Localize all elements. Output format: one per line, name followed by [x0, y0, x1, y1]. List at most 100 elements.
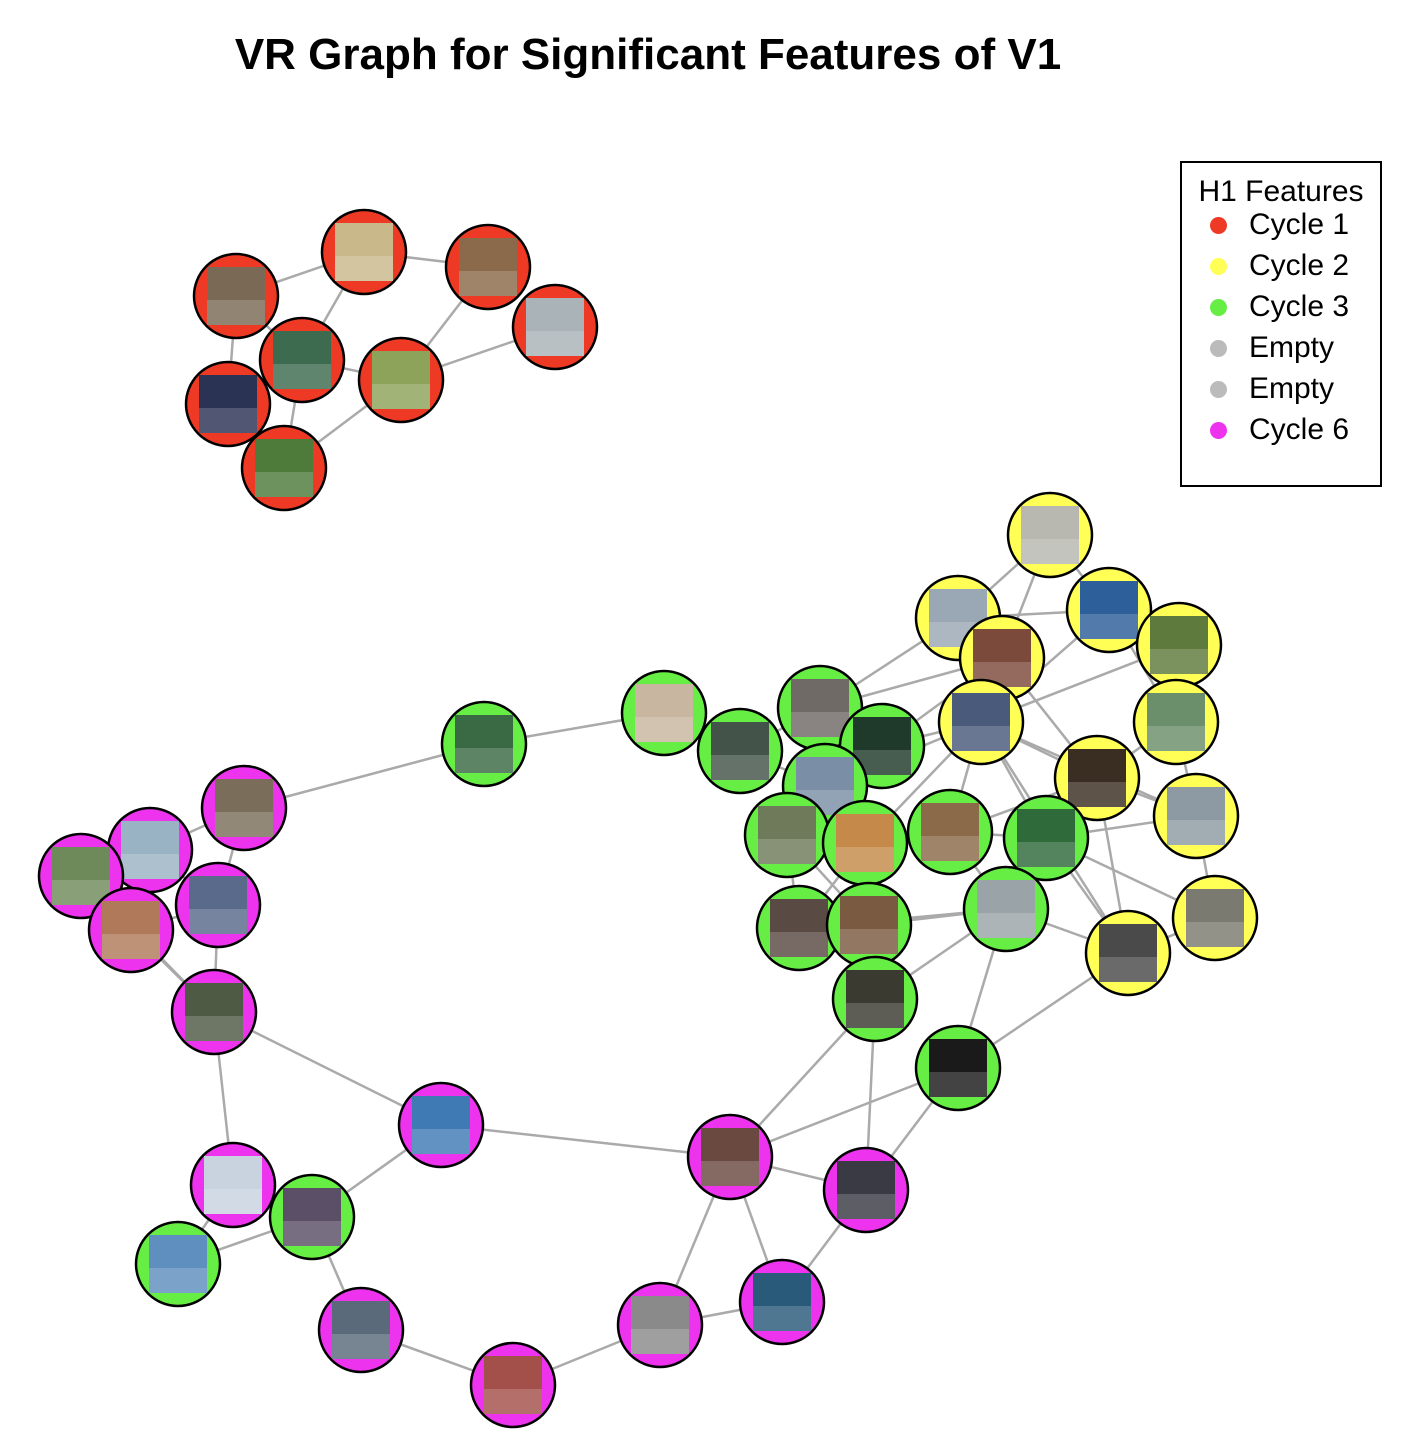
node-thumbnail-shade [335, 256, 393, 281]
node-thumbnail-image [973, 629, 1031, 687]
graph-node [620, 669, 708, 757]
node-thumbnail-image [701, 1128, 759, 1186]
legend-item: Empty [1210, 331, 1334, 365]
node-thumbnail-shade [758, 839, 816, 864]
node-thumbnail-shade [255, 472, 313, 497]
node-thumbnail-image [1167, 787, 1225, 845]
node-thumbnail-shade [837, 1194, 895, 1219]
graph-node [134, 1220, 222, 1308]
graph-node [738, 1258, 826, 1346]
node-thumbnail-image [185, 983, 243, 1041]
node-thumbnail-shade [199, 408, 257, 433]
legend: H1 Features Cycle 1 Cycle 2 Cycle 3 Empt… [1180, 161, 1382, 487]
legend-dot [1210, 421, 1227, 439]
graph-node [1053, 734, 1141, 822]
node-thumbnail-shade [189, 909, 247, 934]
graph-node [1006, 491, 1094, 579]
graph-node [906, 788, 994, 876]
node-thumbnail-shade [1147, 726, 1205, 751]
node-thumbnail-shade [921, 836, 979, 861]
graph-node [1002, 794, 1090, 882]
graph-node [776, 664, 864, 752]
node-thumbnail-image [255, 439, 313, 497]
node-thumbnail-shade [526, 331, 584, 356]
graph-node [106, 806, 194, 894]
graph-node [192, 252, 280, 340]
node-thumbnail-image [207, 267, 265, 325]
node-thumbnail-image [1021, 506, 1079, 564]
node-thumbnail-shade [770, 932, 828, 957]
node-thumbnail-shade [1021, 539, 1079, 564]
node-thumbnail-shade [215, 812, 273, 837]
node-thumbnail-image [977, 880, 1035, 938]
legend-label: Cycle 6 [1249, 413, 1350, 446]
graph-node [320, 208, 408, 296]
legend-dot [1210, 257, 1227, 275]
node-thumbnail-shade [977, 913, 1035, 938]
graph-edge [440, 1123, 731, 1159]
node-thumbnail-shade [372, 384, 430, 409]
node-thumbnail-shade [635, 717, 693, 742]
node-thumbnail-shade [1080, 614, 1138, 639]
graph-node [937, 678, 1025, 766]
graph-node [1171, 874, 1259, 962]
graph-node [170, 968, 258, 1056]
legend-dot [1210, 298, 1227, 316]
legend-label: Cycle 3 [1249, 290, 1350, 323]
legend-label: Empty [1249, 372, 1335, 405]
node-thumbnail-image [52, 847, 110, 905]
node-thumbnail-image [1017, 809, 1075, 867]
node-thumbnail-shade [102, 934, 160, 959]
graph-node [184, 360, 272, 448]
node-thumbnail-image [1080, 581, 1138, 639]
node-thumbnail-shade [149, 1268, 207, 1293]
node-thumbnail-image [149, 1235, 207, 1293]
node-thumbnail-shade [791, 712, 849, 737]
node-thumbnail-image [459, 238, 517, 296]
graph-node [357, 336, 445, 424]
node-thumbnail-image [840, 896, 898, 954]
node-thumbnail-image [921, 803, 979, 861]
node-thumbnail-image [189, 876, 247, 934]
graph-node [189, 1141, 277, 1229]
legend-label: Cycle 2 [1249, 249, 1350, 282]
node-thumbnail-image [372, 351, 430, 409]
node-thumbnail-shade [273, 364, 331, 389]
legend-item: Cycle 3 [1210, 290, 1349, 324]
graph-node [1135, 601, 1223, 689]
node-thumbnail-shade [1167, 820, 1225, 845]
node-thumbnail-image [412, 1096, 470, 1154]
node-thumbnail-shade [185, 1016, 243, 1041]
graph-node [822, 1146, 910, 1234]
node-thumbnail-image [121, 821, 179, 879]
node-thumbnail-shade [283, 1221, 341, 1246]
node-thumbnail-image [332, 1301, 390, 1359]
node-thumbnail-image [837, 1161, 895, 1219]
node-thumbnail-shade [631, 1329, 689, 1354]
legend-item: Empty [1210, 372, 1334, 406]
graph-node [469, 1341, 557, 1429]
legend-dot [1210, 380, 1227, 398]
graph-node [258, 316, 346, 404]
graph-node [440, 700, 528, 788]
node-thumbnail-shade [459, 271, 517, 296]
node-thumbnail-image [273, 331, 331, 389]
nodes-layer [37, 208, 1259, 1429]
graph-node [1065, 566, 1153, 654]
legend-label: Empty [1249, 331, 1335, 364]
graph-node [317, 1286, 405, 1374]
node-thumbnail-shade [846, 1003, 904, 1028]
node-thumbnail-image [635, 684, 693, 742]
graph-node [174, 861, 262, 949]
legend-item: Cycle 1 [1210, 208, 1349, 242]
graph-node [686, 1113, 774, 1201]
node-thumbnail-image [526, 298, 584, 356]
node-thumbnail-shade [204, 1189, 262, 1214]
node-thumbnail-image [952, 693, 1010, 751]
legend-label: Cycle 1 [1249, 208, 1350, 241]
node-thumbnail-shade [952, 726, 1010, 751]
node-thumbnail-shade [1099, 957, 1157, 982]
node-thumbnail-shade [1017, 842, 1075, 867]
graph-node [616, 1281, 704, 1369]
node-thumbnail-shade [840, 929, 898, 954]
